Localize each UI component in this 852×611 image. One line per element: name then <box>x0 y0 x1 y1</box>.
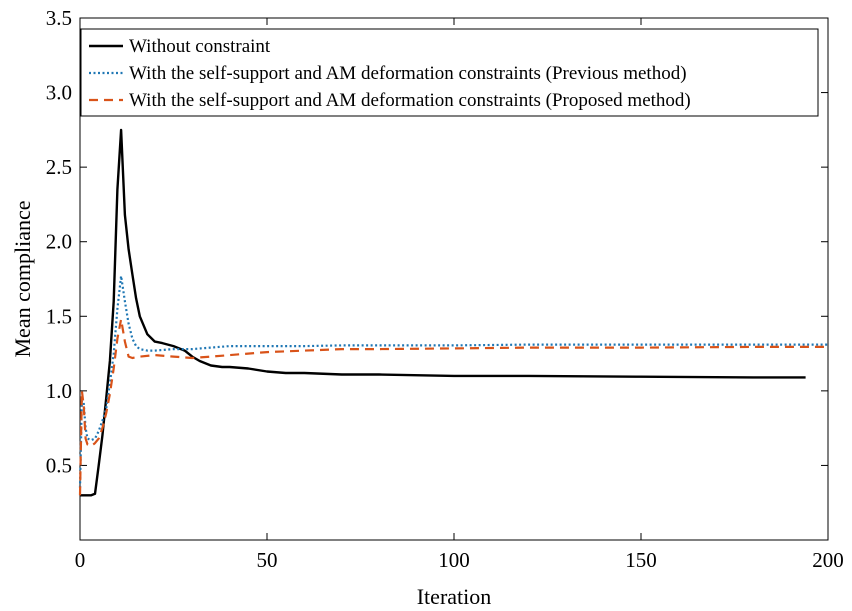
series-line-3 <box>78 318 828 496</box>
x-axis-label: Iteration <box>417 584 492 609</box>
ticks-layer: 0 50 100 150 200 0.5 1.0 1.5 2.0 2.5 3.0 3.5 <box>46 6 844 572</box>
x-tick-label: 100 <box>438 548 470 572</box>
y-tick-label: 2.5 <box>46 155 72 179</box>
series-layer <box>78 128 828 497</box>
legend-box <box>80 28 819 117</box>
legend-label-2: With the self-support and AM deformation… <box>129 63 687 84</box>
y-axis-label: Mean compliance <box>10 201 35 358</box>
y-tick-label: 1.5 <box>46 304 72 328</box>
legend-label-1: Without constraint <box>129 36 271 57</box>
x-tick-label: 50 <box>257 548 278 572</box>
x-tick-label: 150 <box>625 548 657 572</box>
x-tick-label: 0 <box>75 548 86 572</box>
y-tick-label: 2.0 <box>46 230 72 254</box>
series-line-2 <box>78 274 828 488</box>
y-tick-label: 3.5 <box>46 6 72 30</box>
legend: Without constraint With the self-support … <box>80 28 819 117</box>
x-tick-label: 200 <box>812 548 844 572</box>
y-tick-label: 1.0 <box>46 379 72 403</box>
y-tick-label: 0.5 <box>46 453 72 477</box>
y-tick-label: 3.0 <box>46 81 72 105</box>
legend-label-3: With the self-support and AM deformation… <box>129 90 691 111</box>
